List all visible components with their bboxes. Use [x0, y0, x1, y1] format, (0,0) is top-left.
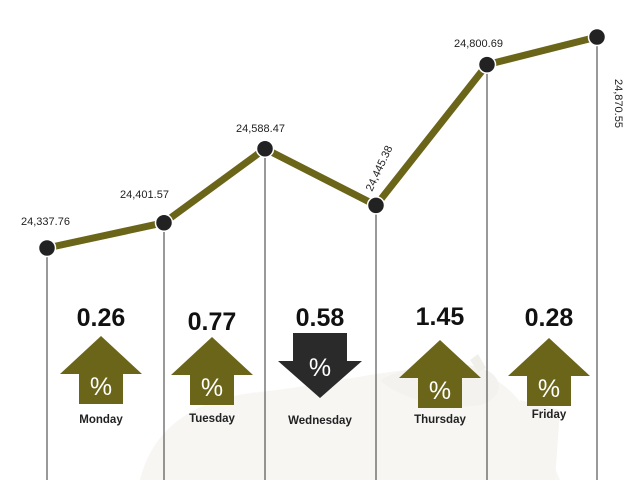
day-label-wednesday: Wednesday	[288, 415, 352, 427]
day-label-monday: Monday	[79, 414, 123, 426]
data-label-5: 24,800.69	[454, 38, 503, 50]
up-arrow-icon-monday	[60, 336, 142, 404]
change-value-tuesday: 0.77	[188, 308, 237, 336]
data-label-1: 24,337.76	[21, 216, 70, 228]
data-point-1	[37, 238, 57, 258]
percent-symbol-friday: %	[538, 375, 560, 403]
data-point-6	[587, 27, 607, 47]
percent-symbol-wednesday: %	[309, 354, 331, 382]
data-label-3: 24,588.47	[236, 123, 285, 135]
up-arrow-icon-friday	[508, 338, 590, 406]
series-line	[43, 33, 601, 252]
data-point-2	[154, 213, 174, 232]
change-value-friday: 0.28	[525, 304, 574, 332]
data-point-4	[366, 196, 386, 215]
percent-symbol-monday: %	[90, 373, 112, 401]
down-arrow-icon-wednesday	[278, 333, 362, 398]
day-label-friday: Friday	[532, 409, 567, 421]
percent-symbol-tuesday: %	[201, 374, 223, 402]
change-value-wednesday: 0.58	[296, 304, 345, 332]
change-value-thursday: 1.45	[416, 303, 465, 331]
percent-symbol-thursday: %	[429, 377, 451, 405]
data-label-2: 24,401.57	[120, 189, 169, 201]
up-arrow-icon-thursday	[399, 340, 481, 408]
change-group-friday: 0.28% Friday	[508, 304, 590, 421]
change-group-wednesday: 0.58% Wednesday	[278, 304, 362, 427]
change-value-monday: 0.26	[77, 304, 126, 332]
data-point-3	[255, 139, 275, 158]
change-group-monday: 0.26% Monday	[60, 304, 142, 426]
day-label-thursday: Thursday	[414, 414, 466, 426]
up-arrow-icon-tuesday	[171, 337, 253, 405]
day-label-tuesday: Tuesday	[189, 413, 235, 425]
change-group-tuesday: 0.77% Tuesday	[171, 308, 253, 425]
data-point-5	[477, 55, 497, 74]
change-group-thursday: 1.45% Thursday	[399, 303, 481, 426]
data-label-6: 24,870.55	[612, 79, 624, 128]
